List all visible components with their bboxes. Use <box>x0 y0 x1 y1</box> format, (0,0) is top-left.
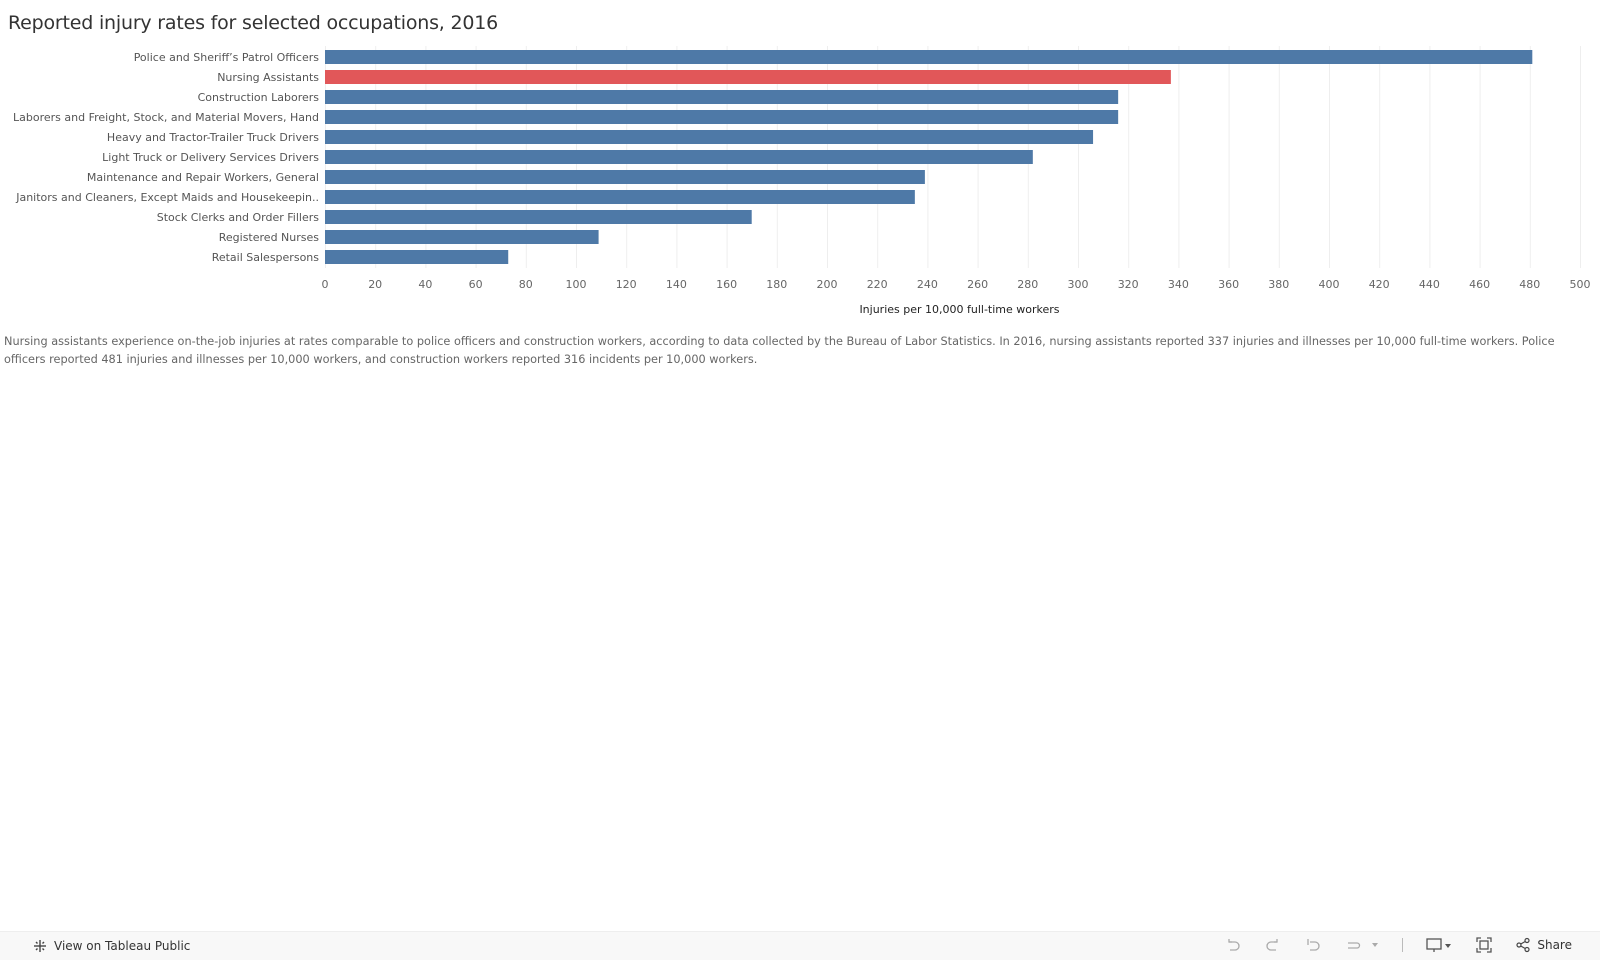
revert-button[interactable] <box>1304 936 1322 954</box>
download-icon <box>1426 938 1452 952</box>
chevron-down-icon <box>1372 943 1379 947</box>
tick-label-60: 60 <box>469 278 483 291</box>
bar-4 <box>325 130 1094 144</box>
x-axis-title: Injuries per 10,000 full-time workers <box>859 303 1059 316</box>
category-label-6: Maintenance and Repair Workers, General <box>87 171 319 184</box>
tick-label-100: 100 <box>566 278 587 291</box>
redo-button[interactable] <box>1264 936 1282 954</box>
tick-label-380: 380 <box>1268 278 1289 291</box>
share-label: Share <box>1537 938 1572 952</box>
download-button[interactable] <box>1425 936 1453 954</box>
bar-3 <box>325 110 1119 124</box>
tick-label-360: 360 <box>1218 278 1239 291</box>
tick-label-180: 180 <box>766 278 787 291</box>
refresh-icon <box>1348 942 1361 949</box>
tick-label-500: 500 <box>1570 278 1591 291</box>
view-on-tableau-label: View on Tableau Public <box>54 939 191 953</box>
tick-label-80: 80 <box>519 278 533 291</box>
tick-label-40: 40 <box>418 278 432 291</box>
tick-label-320: 320 <box>1118 278 1139 291</box>
category-label-3: Laborers and Freight, Stock, and Materia… <box>13 111 319 124</box>
bar-8 <box>325 210 752 224</box>
bar-6 <box>325 170 925 184</box>
category-label-0: Police and Sheriff’s Patrol Officers <box>134 51 320 64</box>
category-label-1: Nursing Assistants <box>217 71 319 84</box>
category-label-2: Construction Laborers <box>198 91 320 104</box>
share-icon <box>1516 937 1530 953</box>
revert-icon <box>1307 939 1320 951</box>
tick-label-480: 480 <box>1519 278 1540 291</box>
bar-9 <box>325 230 599 244</box>
tick-label-220: 220 <box>867 278 888 291</box>
fullscreen-button[interactable] <box>1475 936 1493 954</box>
tick-label-340: 340 <box>1168 278 1189 291</box>
pause-dropdown-button[interactable] <box>1370 940 1380 950</box>
category-label-4: Heavy and Tractor-Trailer Truck Drivers <box>107 131 319 144</box>
category-label-8: Stock Clerks and Order Fillers <box>157 211 319 224</box>
bar-chart: Police and Sheriff’s Patrol Officers Nurs… <box>13 46 1591 316</box>
fullscreen-icon <box>1476 937 1493 953</box>
refresh-button[interactable] <box>1344 936 1362 954</box>
tick-label-20: 20 <box>368 278 382 291</box>
share-button[interactable]: Share <box>1515 937 1572 953</box>
bar-0 <box>325 50 1533 64</box>
chart-title: Reported injury rates for selected occup… <box>8 12 499 34</box>
tick-label-0: 0 <box>322 278 329 291</box>
tick-label-140: 140 <box>666 278 687 291</box>
tick-label-200: 200 <box>817 278 838 291</box>
tick-label-460: 460 <box>1469 278 1490 291</box>
tick-label-160: 160 <box>716 278 737 291</box>
bar-1 <box>325 70 1171 84</box>
tick-label-280: 280 <box>1017 278 1038 291</box>
bar-5 <box>325 150 1033 164</box>
tick-label-260: 260 <box>967 278 988 291</box>
category-label-9: Registered Nurses <box>219 231 320 244</box>
category-label-5: Light Truck or Delivery Services Drivers <box>102 151 319 164</box>
tick-label-120: 120 <box>616 278 637 291</box>
undo-icon <box>1228 939 1240 951</box>
tick-label-400: 400 <box>1319 278 1340 291</box>
tick-label-440: 440 <box>1419 278 1440 291</box>
category-label-7: Janitors and Cleaners, Except Maids and … <box>15 191 319 204</box>
tick-label-240: 240 <box>917 278 938 291</box>
category-label-10: Retail Salespersons <box>212 251 320 264</box>
undo-button[interactable] <box>1224 936 1242 954</box>
view-on-tableau-link[interactable]: View on Tableau Public <box>32 938 190 954</box>
redo-icon <box>1266 939 1279 951</box>
tableau-toolbar: View on Tableau Public Share <box>0 931 1600 960</box>
tick-label-420: 420 <box>1369 278 1390 291</box>
bar-2 <box>325 90 1119 104</box>
tableau-logo-icon <box>34 940 46 952</box>
bar-10 <box>325 250 509 264</box>
tick-label-300: 300 <box>1068 278 1089 291</box>
bar-7 <box>325 190 915 204</box>
chart-caption: Nursing assistants experience on-the-job… <box>4 335 1555 366</box>
toolbar-divider <box>1402 938 1404 952</box>
